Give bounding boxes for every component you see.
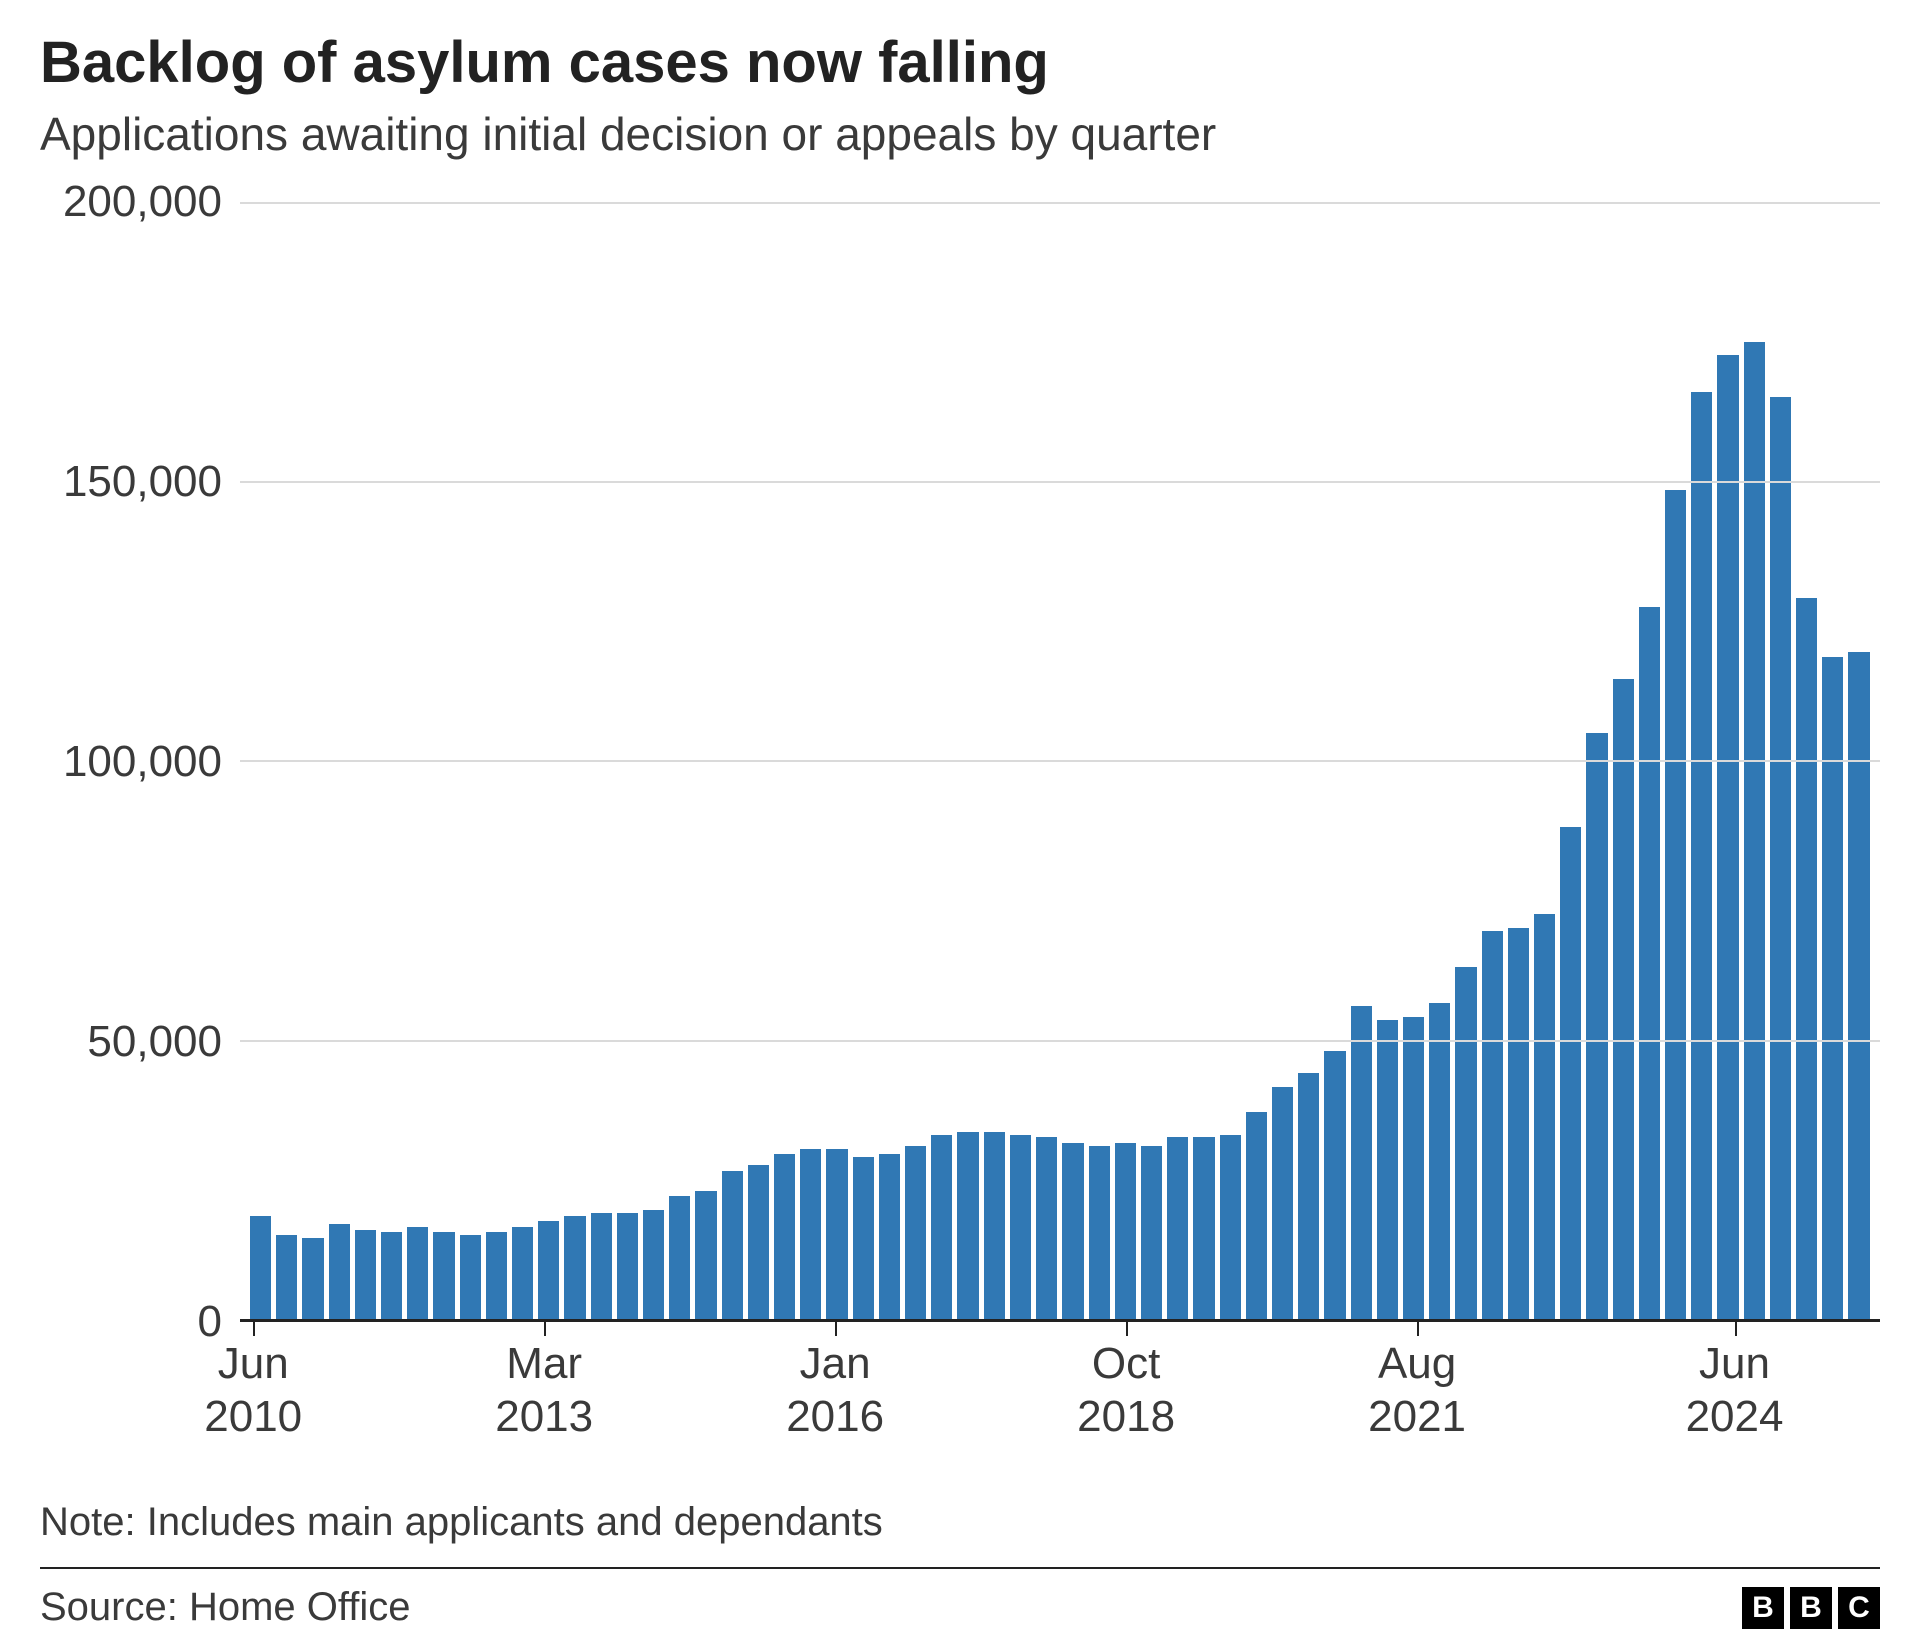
bar	[1089, 1146, 1110, 1319]
bar	[1560, 827, 1581, 1319]
bar	[1141, 1146, 1162, 1319]
logo-block: B	[1790, 1587, 1832, 1629]
gridline	[240, 481, 1880, 483]
x-tick	[1735, 1322, 1737, 1336]
bar	[957, 1132, 978, 1319]
x-tick-label: Jun 2010	[204, 1338, 302, 1444]
bar	[1822, 657, 1843, 1319]
y-tick-label: 150,000	[63, 457, 222, 507]
bar	[1613, 679, 1634, 1319]
x-tick-label: Aug 2021	[1368, 1338, 1466, 1444]
y-axis: 050,000100,000150,000200,000	[40, 202, 240, 1322]
bar	[800, 1149, 821, 1319]
bar	[1744, 342, 1765, 1319]
bar	[591, 1213, 612, 1319]
bar	[302, 1238, 323, 1319]
bar	[722, 1171, 743, 1319]
bar	[1115, 1143, 1136, 1319]
bar	[407, 1227, 428, 1319]
logo-block: B	[1742, 1587, 1784, 1629]
bar	[1246, 1112, 1267, 1319]
bar	[460, 1235, 481, 1319]
x-tick	[253, 1322, 255, 1336]
bar	[1403, 1017, 1424, 1319]
bar	[1062, 1143, 1083, 1319]
bar	[276, 1235, 297, 1319]
gridline	[240, 1040, 1880, 1042]
bar	[1508, 928, 1529, 1319]
bar	[695, 1191, 716, 1319]
x-tick	[544, 1322, 546, 1336]
bar	[1848, 652, 1869, 1319]
bar	[669, 1196, 690, 1319]
bar	[748, 1165, 769, 1319]
bar	[512, 1227, 533, 1319]
bar	[486, 1232, 507, 1319]
chart-subtitle: Applications awaiting initial decision o…	[40, 107, 1880, 162]
bar	[1455, 967, 1476, 1319]
bar	[355, 1230, 376, 1319]
bar	[905, 1146, 926, 1319]
bar	[1665, 490, 1686, 1319]
bar	[1482, 931, 1503, 1319]
bar	[1167, 1137, 1188, 1319]
bar	[1298, 1073, 1319, 1319]
y-tick-label: 100,000	[63, 737, 222, 787]
bar	[1324, 1051, 1345, 1319]
bbc-logo: BBC	[1742, 1587, 1880, 1629]
y-tick-label: 200,000	[63, 177, 222, 227]
bar	[538, 1221, 559, 1319]
bar	[250, 1216, 271, 1319]
bar	[1770, 397, 1791, 1319]
bar	[1351, 1006, 1372, 1319]
bar	[774, 1154, 795, 1319]
bar	[1639, 607, 1660, 1319]
logo-block: C	[1838, 1587, 1880, 1629]
bar	[329, 1224, 350, 1319]
bar	[1429, 1003, 1450, 1319]
chart-title: Backlog of asylum cases now falling	[40, 30, 1880, 97]
x-axis: Jun 2010Mar 2013Jan 2016Oct 2018Aug 2021…	[240, 1322, 1880, 1472]
bar	[1193, 1137, 1214, 1319]
bar	[1036, 1137, 1057, 1319]
bar	[1377, 1020, 1398, 1319]
bar	[931, 1135, 952, 1319]
bar	[826, 1149, 847, 1319]
bar	[1272, 1087, 1293, 1319]
gridline	[240, 202, 1880, 204]
chart-note: Note: Includes main applicants and depen…	[40, 1472, 1880, 1569]
gridline	[240, 760, 1880, 762]
bar	[1010, 1135, 1031, 1319]
bar	[853, 1157, 874, 1319]
bar	[643, 1210, 664, 1319]
source-text: Source: Home Office	[40, 1585, 411, 1630]
bar	[381, 1232, 402, 1319]
bar	[617, 1213, 638, 1319]
bar	[1586, 733, 1607, 1319]
bar	[433, 1232, 454, 1319]
bar	[1534, 914, 1555, 1319]
x-tick-label: Oct 2018	[1077, 1338, 1175, 1444]
bar	[1796, 598, 1817, 1319]
x-tick-label: Jan 2016	[786, 1338, 884, 1444]
bar	[1691, 392, 1712, 1319]
x-tick-label: Jun 2024	[1686, 1338, 1784, 1444]
bar	[1717, 355, 1738, 1319]
footer: Source: Home Office BBC	[40, 1569, 1880, 1630]
bar	[879, 1154, 900, 1319]
bar	[1220, 1135, 1241, 1319]
chart-container: 050,000100,000150,000200,000 Jun 2010Mar…	[40, 202, 1880, 1472]
y-tick-label: 50,000	[87, 1017, 222, 1067]
x-tick	[1417, 1322, 1419, 1336]
bar	[984, 1132, 1005, 1319]
x-tick	[835, 1322, 837, 1336]
x-tick-label: Mar 2013	[495, 1338, 593, 1444]
bar	[564, 1216, 585, 1319]
x-tick	[1126, 1322, 1128, 1336]
plot-area	[240, 202, 1880, 1322]
